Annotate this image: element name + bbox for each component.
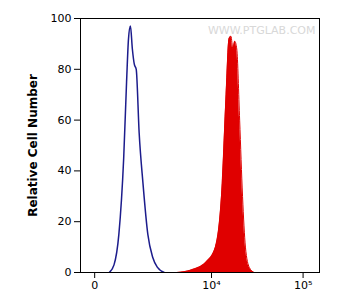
svg-text:60: 60 [58, 114, 72, 127]
svg-text:40: 40 [58, 164, 72, 177]
svg-text:20: 20 [58, 215, 72, 228]
svg-text:100: 100 [51, 12, 72, 25]
svg-text:WWW.PTGLAB.COM: WWW.PTGLAB.COM [208, 24, 316, 37]
svg-text:0: 0 [65, 266, 72, 279]
svg-text:0: 0 [91, 279, 98, 292]
svg-text:80: 80 [58, 63, 72, 76]
svg-text:10⁵: 10⁵ [294, 279, 312, 292]
svg-text:10⁴: 10⁴ [202, 279, 221, 292]
svg-text:Relative Cell Number: Relative Cell Number [26, 74, 40, 217]
